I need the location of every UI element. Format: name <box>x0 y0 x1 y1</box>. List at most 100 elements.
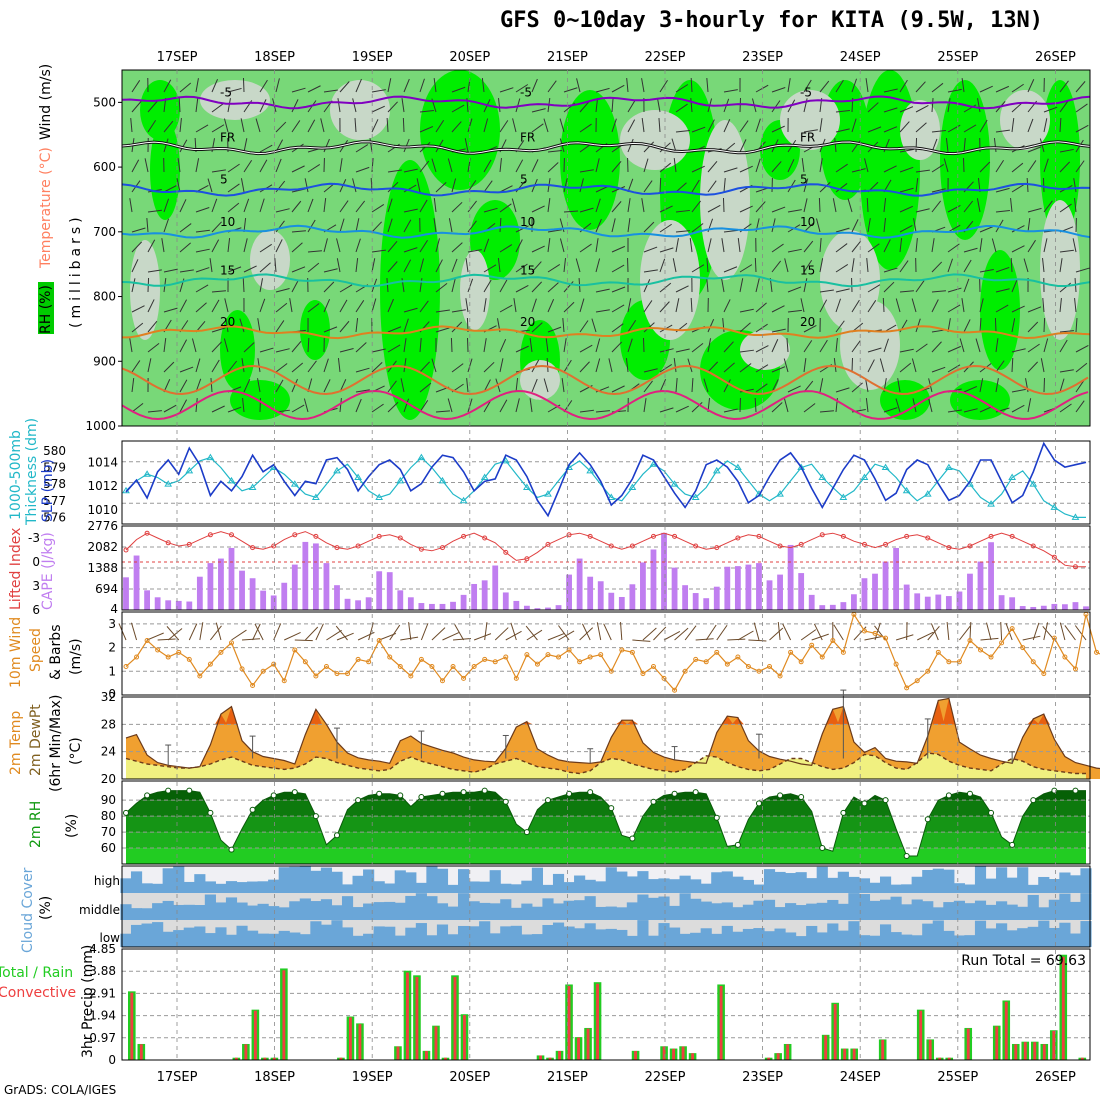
wind10m-point <box>608 668 614 674</box>
cloud-level-label: high <box>94 874 120 888</box>
wind-barb <box>1075 344 1089 353</box>
rh2m-point <box>544 797 551 804</box>
wind-barb <box>1027 146 1042 153</box>
wind-barb <box>755 84 769 93</box>
wind10m-point <box>893 661 899 667</box>
wind-barb <box>755 345 769 353</box>
wind-barb <box>451 178 457 193</box>
wind-barb <box>387 218 393 233</box>
wind-barb <box>337 358 341 373</box>
wind10m-barb <box>813 623 823 641</box>
wind-barb <box>993 138 997 153</box>
cape-bar <box>703 598 710 610</box>
temperature-contour-label: -5 <box>220 85 232 99</box>
cape-bar <box>998 595 1005 610</box>
wind-barb <box>915 137 918 153</box>
cape-bar <box>798 573 805 610</box>
cloud-cover-bar <box>616 929 628 947</box>
precip-convective-bar <box>139 1044 143 1060</box>
lifted-index-point <box>1051 554 1057 560</box>
cape-bar <box>650 549 657 610</box>
cape-bar <box>523 605 530 610</box>
wind-barb <box>483 207 498 213</box>
cloud-cover-bar <box>458 893 470 920</box>
cape-bar <box>334 585 340 610</box>
cloud-cover-bar <box>152 922 164 947</box>
rh2m-point <box>291 789 298 796</box>
wind-barb <box>625 358 629 373</box>
wind10m-point <box>134 654 140 660</box>
temp-units: (°C) <box>68 737 84 765</box>
wind-barb <box>739 264 753 273</box>
wind10m-barb <box>357 631 375 641</box>
wind-barb <box>1027 398 1032 413</box>
wind-barb <box>579 123 592 133</box>
cloud-cover-bar <box>658 896 670 920</box>
wind-barb <box>531 261 542 273</box>
wind-barb <box>723 362 735 373</box>
wind-barb <box>451 363 464 373</box>
cloud-cover-bar <box>531 867 544 893</box>
wind-barb <box>403 208 418 213</box>
wind-barb <box>739 278 744 293</box>
cloud-cover-bar <box>721 902 733 920</box>
cloud-cover-bar <box>1080 921 1092 947</box>
cloud-cover-bar <box>130 871 143 893</box>
wind-barb <box>867 300 877 313</box>
cloud-cover-bar <box>637 920 649 947</box>
wind-barb <box>498 98 501 113</box>
wind-barb <box>403 184 417 193</box>
wind-barb <box>435 259 443 273</box>
wind-barb <box>931 261 943 273</box>
wind10m-barb <box>642 627 657 641</box>
precip-convective-bar <box>586 1028 590 1060</box>
wind10m-point <box>207 661 213 667</box>
cloud-cover-bar <box>204 881 216 893</box>
wind-barb <box>259 99 267 113</box>
precip-convective-bar <box>928 1039 932 1060</box>
wind10m-tick-label: 0 <box>108 687 116 701</box>
cloud-cover-bar <box>827 923 839 947</box>
wind10m-point <box>809 642 815 648</box>
wind-barb <box>386 278 389 293</box>
wind-barb <box>883 407 898 413</box>
cloud-cover-bar <box>890 896 902 920</box>
cloud-cover-bar <box>1017 928 1029 947</box>
wind-barb <box>291 279 300 293</box>
wind-barb <box>307 219 316 233</box>
wind10m-point <box>619 647 625 653</box>
cloud-cover-bar <box>120 878 132 893</box>
wind-barb <box>387 181 399 193</box>
wind-barb <box>499 304 513 313</box>
thickness-point <box>417 453 426 461</box>
cloud-cover-bar <box>415 882 427 893</box>
rh2m-point <box>777 792 784 799</box>
wind-barb <box>801 158 805 173</box>
wind-barb <box>483 159 492 173</box>
lifted-index-point <box>1030 543 1036 549</box>
wind-barb <box>706 78 709 93</box>
thickness-point <box>164 480 173 487</box>
cloud-cover-bar <box>932 907 944 920</box>
wind-barb <box>147 239 156 253</box>
cloud-cover-bar <box>922 901 934 920</box>
wind-barb <box>227 360 238 373</box>
cape-bar <box>502 592 509 610</box>
cloud-cover-bar <box>510 925 522 947</box>
cape-bar <box>312 543 319 610</box>
wind10m-point <box>598 652 604 658</box>
wind-barb <box>595 87 610 93</box>
wind-barb <box>771 305 785 313</box>
warm-contour <box>122 389 1089 421</box>
wind-barb <box>339 81 350 93</box>
temperature-contour-label: FR <box>520 131 535 145</box>
wind-barb <box>1075 124 1089 133</box>
wind-barb <box>755 278 760 293</box>
wind-barb <box>783 398 789 413</box>
wind-barb <box>832 198 837 213</box>
wind-barb <box>931 188 946 193</box>
wind-barb <box>435 282 448 293</box>
cloud-cover-bar <box>1038 907 1050 920</box>
wind-barb <box>547 238 551 253</box>
